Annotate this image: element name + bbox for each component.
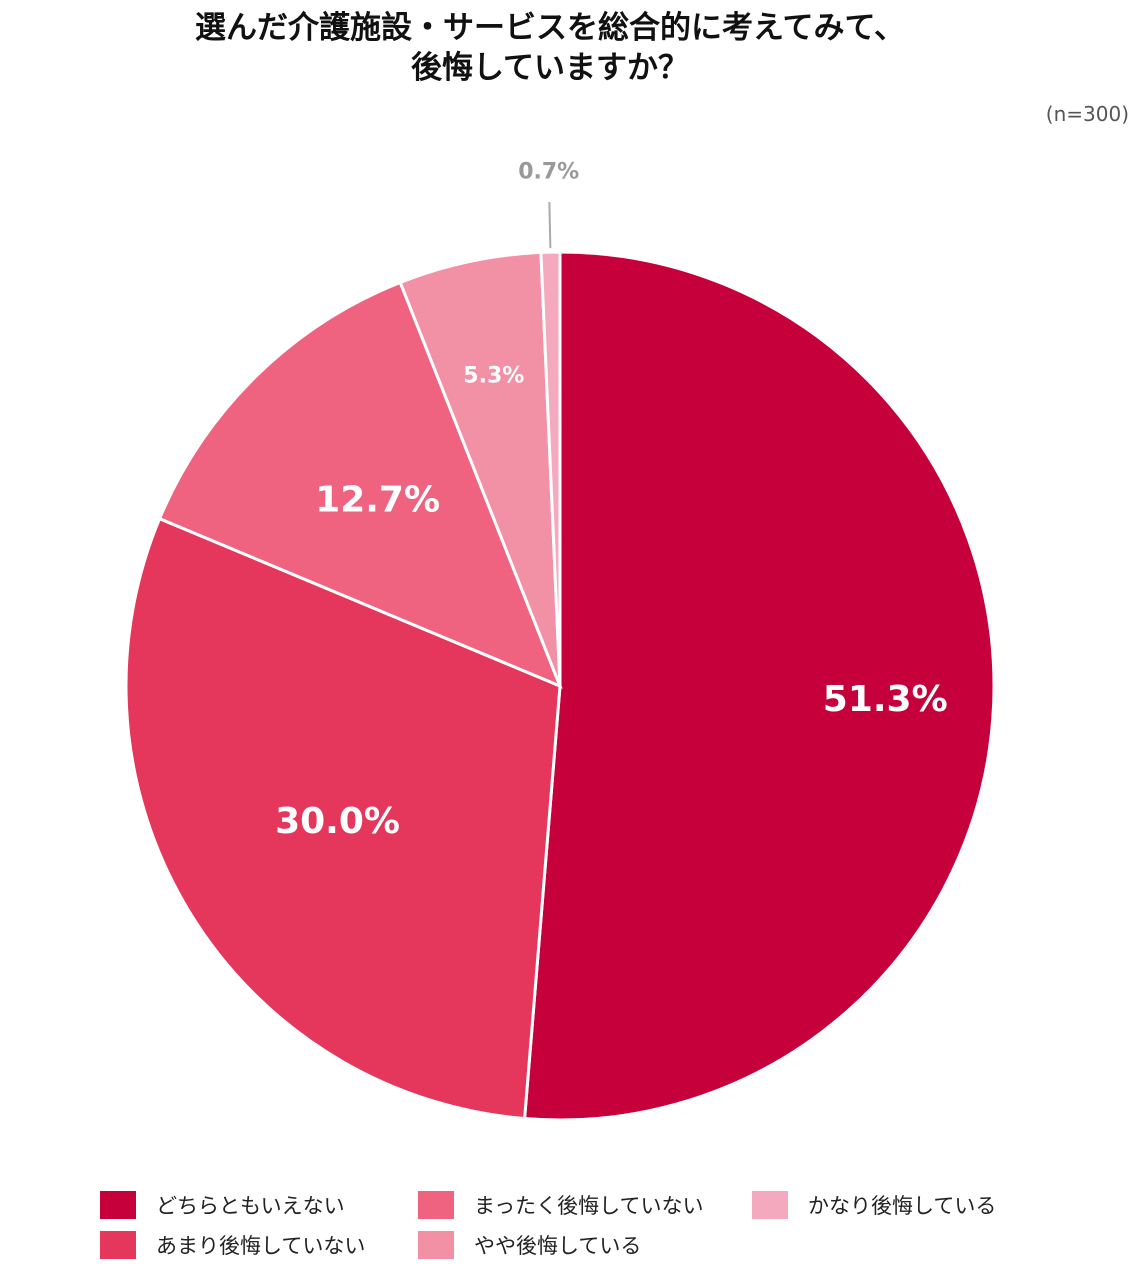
- slice-label-2: 12.7%: [315, 480, 440, 521]
- legend-swatch-1: [100, 1231, 136, 1259]
- pie-slice-3: [398, 250, 562, 687]
- sample-size-note: (n=300): [1045, 102, 1129, 126]
- legend-swatch-2: [418, 1191, 454, 1219]
- chart-title: 選んだ介護施設・サービスを総合的に考えてみて、 後悔していますか？: [0, 8, 1100, 88]
- chart-title-line-1: 選んだ介護施設・サービスを総合的に考えてみて、: [195, 10, 905, 46]
- legend-item-0: どちらともいえない: [100, 1188, 345, 1222]
- legend-label-2: まったく後悔していない: [474, 1194, 704, 1218]
- chart-title-line-2: 後悔していますか？: [410, 50, 690, 86]
- pie-slice-2: [157, 280, 563, 689]
- pie-slice-0: [522, 250, 996, 1122]
- legend-swatch-0: [100, 1191, 136, 1219]
- chart-legend: どちらともいえない あまり後悔していない まったく後悔していない やや後悔している かな…: [100, 1188, 1080, 1268]
- legend-label-3: やや後悔している: [474, 1234, 642, 1258]
- legend-label-0: どちらともいえない: [156, 1194, 345, 1218]
- slice-label-1: 30.0%: [275, 801, 400, 842]
- pie-slice-4: [539, 250, 562, 687]
- legend-item-3: やや後悔している: [418, 1228, 641, 1262]
- pie-chart: 51.3% 30.0% 12.7% 5.3% 0.7%: [124, 160, 996, 1122]
- slice-label-4: 0.7%: [518, 160, 579, 185]
- slice-label-3: 5.3%: [463, 364, 524, 389]
- slice-label-0: 51.3%: [823, 679, 948, 720]
- leader-line-4: [548, 202, 552, 249]
- legend-item-2: まったく後悔していない: [418, 1188, 704, 1222]
- legend-label-1: あまり後悔していない: [156, 1234, 366, 1258]
- legend-label-4: かなり後悔している: [808, 1194, 997, 1218]
- legend-item-1: あまり後悔していない: [100, 1228, 365, 1262]
- legend-item-4: かなり後悔している: [752, 1188, 996, 1222]
- legend-swatch-4: [752, 1191, 788, 1219]
- pie-slice-1: [124, 516, 562, 1121]
- legend-swatch-3: [418, 1231, 454, 1259]
